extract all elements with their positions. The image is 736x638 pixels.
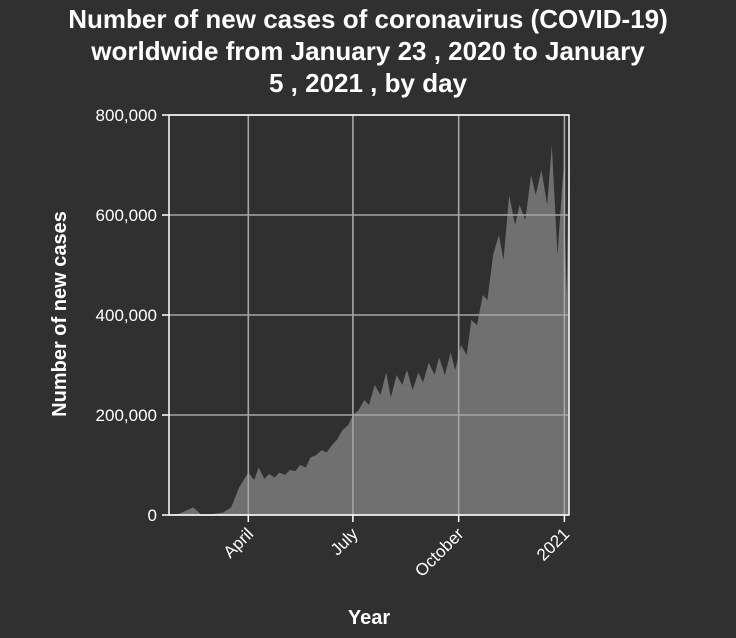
cases-area (169, 130, 569, 515)
y-tick-label: 200,000 (96, 406, 157, 425)
x-tick-label: July (327, 524, 362, 559)
x-axis-title: Year (348, 607, 390, 629)
chart-title-line-3: 5 , 2021 , by day (269, 68, 468, 98)
x-tick-label: 2021 (533, 524, 573, 564)
x-tick-label: April (220, 524, 257, 561)
chart-title: Number of new cases of coronavirus (COVI… (68, 4, 668, 98)
y-tick-label: 600,000 (96, 206, 157, 225)
y-tick-label: 800,000 (96, 106, 157, 125)
y-axis-title: Number of new cases (49, 211, 71, 417)
x-tick-label: October (411, 524, 467, 580)
y-tick-label: 0 (148, 506, 157, 525)
chart-title-line-2: worldwide from January 23 , 2020 to Janu… (90, 36, 645, 66)
chart-title-line-1: Number of new cases of coronavirus (COVI… (68, 4, 668, 34)
plot-frame (168, 114, 570, 516)
plot-area: 0 200,000 400,000 600,000 800,000 April July Oc… (96, 106, 574, 581)
y-tick-label: 400,000 (96, 306, 157, 325)
